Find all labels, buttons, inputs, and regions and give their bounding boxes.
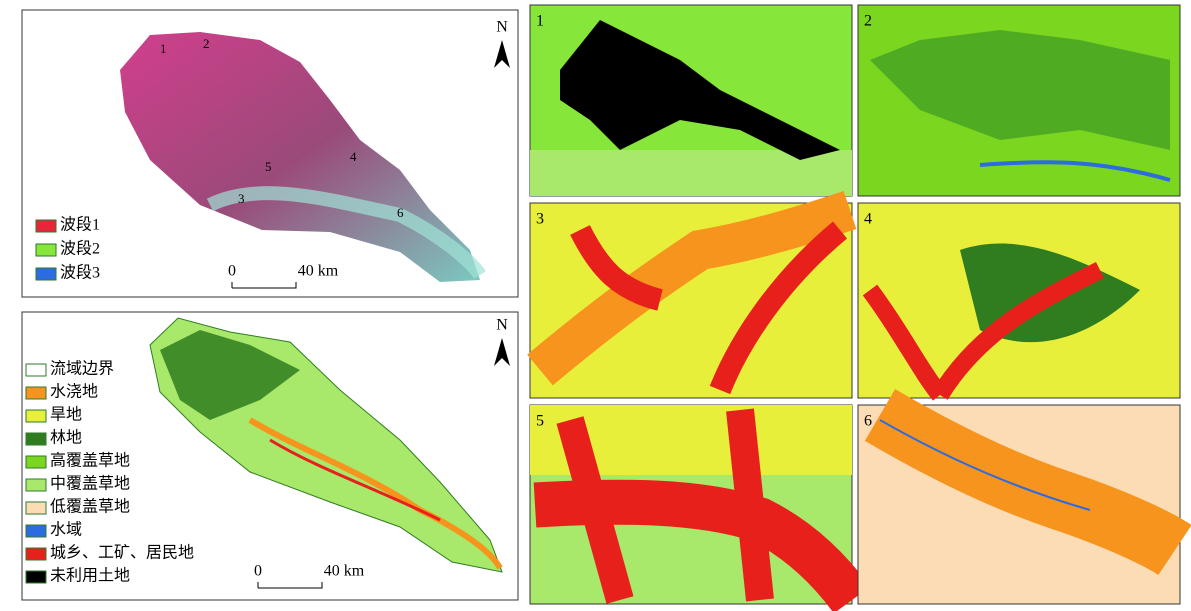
north-label: N — [496, 317, 508, 334]
panel-label: 6 — [864, 413, 872, 430]
scale-zero: 0 — [228, 263, 236, 280]
scale-zero: 0 — [254, 563, 262, 580]
legend-swatch — [25, 455, 47, 469]
site-label: 4 — [350, 149, 357, 164]
legend-swatch — [25, 501, 47, 515]
legend-swatch — [25, 547, 47, 561]
panel-4 — [857, 202, 1181, 401]
legend-label: 旱地 — [50, 406, 82, 424]
valley — [206, 186, 486, 280]
panel-label: 3 — [536, 211, 544, 228]
legend-label: 流域边界 — [50, 360, 114, 378]
legend-label: 城乡、工矿、居民地 — [50, 544, 194, 562]
panel-3 — [527, 191, 857, 399]
north-arrow — [494, 40, 510, 68]
legend-swatch — [25, 570, 47, 584]
legend-swatch — [25, 478, 47, 492]
scale-distance: 40 km — [324, 563, 365, 580]
legend-label: 林地 — [50, 429, 82, 447]
legend-swatch — [35, 219, 57, 233]
legend-swatch — [25, 432, 47, 446]
legend-swatch — [35, 267, 57, 281]
panel-label: 2 — [864, 13, 872, 30]
panel-label: 5 — [536, 413, 544, 430]
site-label: 3 — [238, 191, 245, 206]
panel-label: 4 — [864, 211, 872, 228]
panel-5 — [529, 404, 871, 611]
legend-swatch — [25, 363, 47, 377]
legend-label: 波段2 — [60, 240, 100, 258]
legend-swatch — [25, 409, 47, 423]
legend-label: 高覆盖草地 — [50, 452, 130, 470]
north-arrow — [494, 338, 510, 366]
legend-swatch — [25, 386, 47, 400]
panel-label: 1 — [536, 13, 544, 30]
site-label: 2 — [203, 36, 210, 51]
legend-swatch — [25, 524, 47, 538]
site-label: 1 — [160, 41, 167, 56]
panel-6 — [857, 389, 1191, 605]
forest — [160, 330, 300, 420]
legend-label: 波段3 — [60, 264, 100, 282]
panel-1 — [529, 4, 853, 197]
legend-label: 未利用土地 — [50, 567, 130, 585]
scale-distance: 40 km — [298, 263, 339, 280]
north-label: N — [496, 19, 508, 36]
legend-label: 低覆盖草地 — [50, 498, 130, 516]
legend-label: 水域 — [50, 521, 82, 539]
legend-label: 中覆盖草地 — [50, 475, 130, 493]
legend-label: 波段1 — [60, 216, 100, 234]
legend-label: 水浇地 — [50, 383, 98, 401]
legend-swatch — [35, 243, 57, 257]
panel-2 — [857, 4, 1181, 197]
site-label: 6 — [397, 205, 404, 220]
urban — [269, 438, 441, 522]
site-label: 5 — [265, 159, 272, 174]
scale-bar — [231, 282, 297, 289]
scale-bar — [257, 582, 323, 589]
